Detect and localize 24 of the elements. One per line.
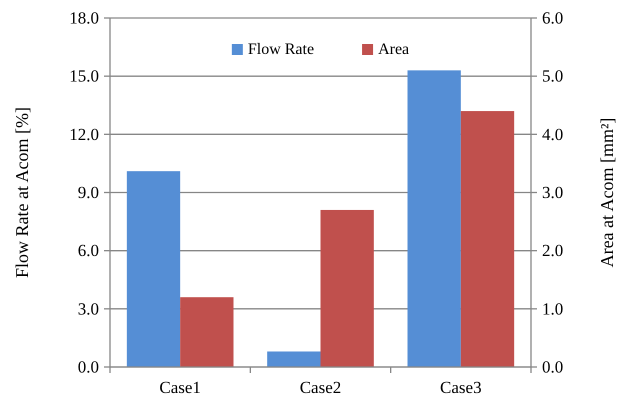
y-tick-label: 12.0 [69, 124, 99, 144]
x-tick-label: Case1 [159, 378, 201, 397]
y2-tick-label: 4.0 [542, 124, 564, 144]
bar [126, 171, 180, 367]
y-tick-label: 6.0 [78, 241, 99, 260]
legend-label: Area [378, 41, 410, 58]
y2-axis-title: Area at Acom [mm²] [597, 118, 617, 268]
y-tick-label: 9.0 [78, 182, 99, 202]
y2-tick-label: 1.0 [542, 299, 564, 318]
y2-tick-label: 2.0 [542, 241, 564, 260]
legend-label: Flow Rate [248, 41, 314, 58]
y-tick-label: 18.0 [69, 8, 99, 28]
y-axis-title: Flow Rate at Acom [%] [12, 107, 32, 278]
y-tick-label: 15.0 [69, 66, 99, 86]
y2-tick-label: 5.0 [542, 66, 564, 86]
x-tick-label: Case2 [300, 378, 342, 397]
bar [320, 210, 374, 367]
y2-tick-label: 3.0 [542, 182, 564, 202]
x-tick-label: Case3 [440, 378, 482, 397]
y2-tick-label: 0.0 [542, 357, 564, 376]
y2-tick-label: 6.0 [542, 8, 564, 28]
bar [267, 351, 320, 367]
y-tick-label: 0.0 [78, 357, 99, 376]
y-tick-label: 3.0 [78, 299, 99, 318]
